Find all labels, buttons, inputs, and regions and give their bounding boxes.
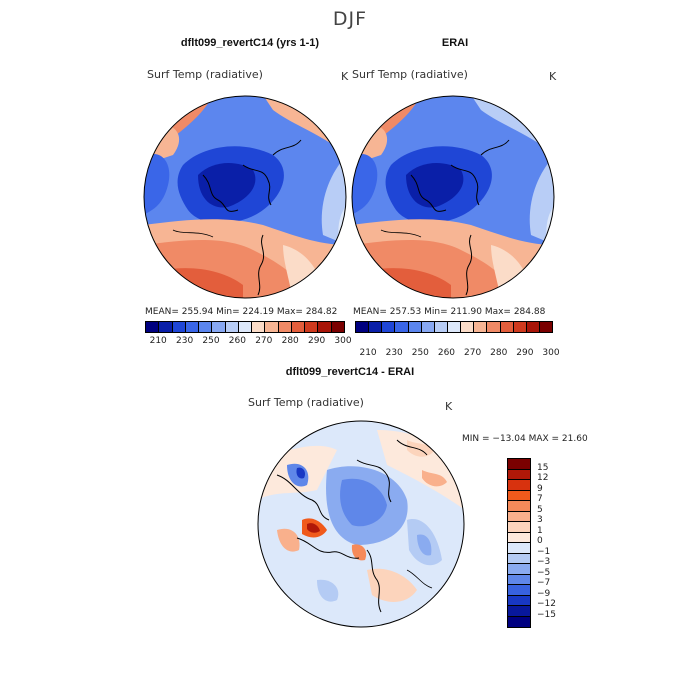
colorbar-tick-label: 280 [490,348,508,358]
colorbar-swatch [500,322,514,332]
diff-colorbar-tick-label: 12 [537,473,549,483]
diff-colorbar-tick-label: −5 [537,567,551,578]
diff-colorbar-swatch [508,480,530,491]
panel-2-title: ERAI [441,37,469,49]
colorbar-swatch [265,322,279,332]
panel-1-title: dflt099_revertC14 (yrs 1-1) [180,37,320,49]
panel-2-colorbar [355,321,553,333]
colorbar-swatch [318,322,332,332]
diff-colorbar-tick-label: −12 [537,599,556,609]
season-title: DJF [332,8,368,30]
diff-colorbar-tick-label: 5 [537,504,543,515]
colorbar-swatch [185,322,200,332]
colorbar-swatch [408,322,422,332]
diff-colorbar-swatch [508,553,530,564]
panel-1-polar-map [143,95,347,299]
panel-1-stats: MEAN= 255.94 Min= 224.19 Max= 284.82 [145,307,338,317]
diff-colorbar-tick-label: 7 [537,494,543,504]
diff-colorbar-swatch [508,522,530,533]
colorbar-swatch [487,322,501,332]
colorbar-tick-label: 290 [516,348,534,358]
colorbar-swatch [146,322,160,332]
diff-colorbar-swatch [508,595,530,606]
diff-colorbar-tick-label: 9 [537,483,543,494]
panel-2-variable-label: Surf Temp (radiative) [352,68,468,81]
panel-1-colorbar [145,321,345,333]
diff-colorbar-swatch [508,543,530,554]
colorbar-swatch [539,322,553,332]
diff-colorbar-swatch [508,574,530,585]
colorbar-swatch [238,322,253,332]
diff-colorbar-tick-label: 0 [537,536,543,546]
colorbar-swatch [474,322,488,332]
colorbar-tick-label: 280 [281,336,299,346]
colorbar-swatch [461,322,475,332]
colorbar-tick-label: 210 [149,336,167,346]
diff-colorbar-swatch [508,606,530,617]
diff-colorbar-tick-label: −1 [537,546,551,557]
colorbar-swatch [199,322,213,332]
panel-1-units-label: K [341,70,349,83]
colorbar-swatch [395,322,409,332]
diff-colorbar-swatch [508,585,530,596]
diff-colorbar-tick-label: 3 [537,515,543,525]
diff-colorbar-swatch [508,616,530,627]
diff-colorbar-tick-label: −3 [537,557,551,567]
colorbar-swatch [291,322,306,332]
colorbar-tick-label: 230 [176,336,194,346]
colorbar-swatch [331,322,344,332]
colorbar-swatch [252,322,266,332]
diff-colorbar-swatch [508,501,530,512]
colorbar-tick-label: 260 [437,348,456,358]
colorbar-swatch [356,322,370,332]
panel-1-colorbar-ticks: 210 230 250 260 270 280 290 300 [145,336,352,348]
colorbar-tick-label: 290 [308,336,326,346]
diff-colorbar-tick-label: 15 [537,462,549,473]
diff-colorbar-tick-label: −15 [537,609,556,620]
diff-colorbar-swatch [508,564,530,575]
colorbar-swatch [212,322,226,332]
diff-colorbar-swatch [508,511,530,522]
diff-colorbar-swatch [508,469,530,480]
colorbar-tick-label: 260 [228,336,246,346]
diff-colorbar-tick-label: 1 [537,525,543,536]
diff-colorbar-ticks: 15 12 9 7 5 3 1 0 −1 −3 −5 −7 −9 −12 −15 [537,458,577,638]
panel-1-variable-label: Surf Temp (radiative) [147,68,263,81]
panel-2-stats: MEAN= 257.53 Min= 211.90 Max= 284.88 [353,307,546,317]
colorbar-swatch [172,322,186,332]
colorbar-swatch [421,322,435,332]
colorbar-swatch [159,322,173,332]
colorbar-swatch [526,322,540,332]
colorbar-swatch [225,322,239,332]
diff-panel-stats: MIN = −13.04 MAX = 21.60 [462,434,588,444]
colorbar-tick-label: 230 [385,348,403,358]
diff-colorbar-swatch [508,532,530,543]
colorbar-swatch [382,322,396,332]
diff-polar-map [257,420,465,628]
diff-colorbar-swatch [508,459,530,470]
colorbar-tick-label: 270 [464,348,482,358]
panel-2-units-label: K [549,70,557,83]
panel-2-colorbar-ticks: 210 230 250 260 270 280 290 300 [355,348,559,360]
diff-colorbar-tick-label: −9 [537,588,551,599]
diff-colorbar-tick-label: −7 [537,578,551,588]
diff-colorbar [507,458,531,628]
diff-colorbar-swatch [508,490,530,501]
colorbar-swatch [513,322,527,332]
colorbar-swatch [278,322,292,332]
colorbar-swatch [369,322,383,332]
colorbar-tick-label: 300 [334,336,352,346]
colorbar-tick-label: 300 [542,348,560,358]
colorbar-tick-label: 210 [359,348,377,358]
colorbar-swatch [434,322,448,332]
panel-2-polar-map [351,95,555,299]
colorbar-swatch [447,322,462,332]
diff-panel-units-label: K [445,400,453,413]
diff-panel-variable-label: Surf Temp (radiative) [248,396,364,409]
colorbar-tick-label: 250 [202,336,220,346]
colorbar-swatch [305,322,319,332]
diff-panel-title: dflt099_revertC14 - ERAI [285,366,415,378]
colorbar-tick-label: 270 [255,336,273,346]
colorbar-tick-label: 250 [411,348,429,358]
